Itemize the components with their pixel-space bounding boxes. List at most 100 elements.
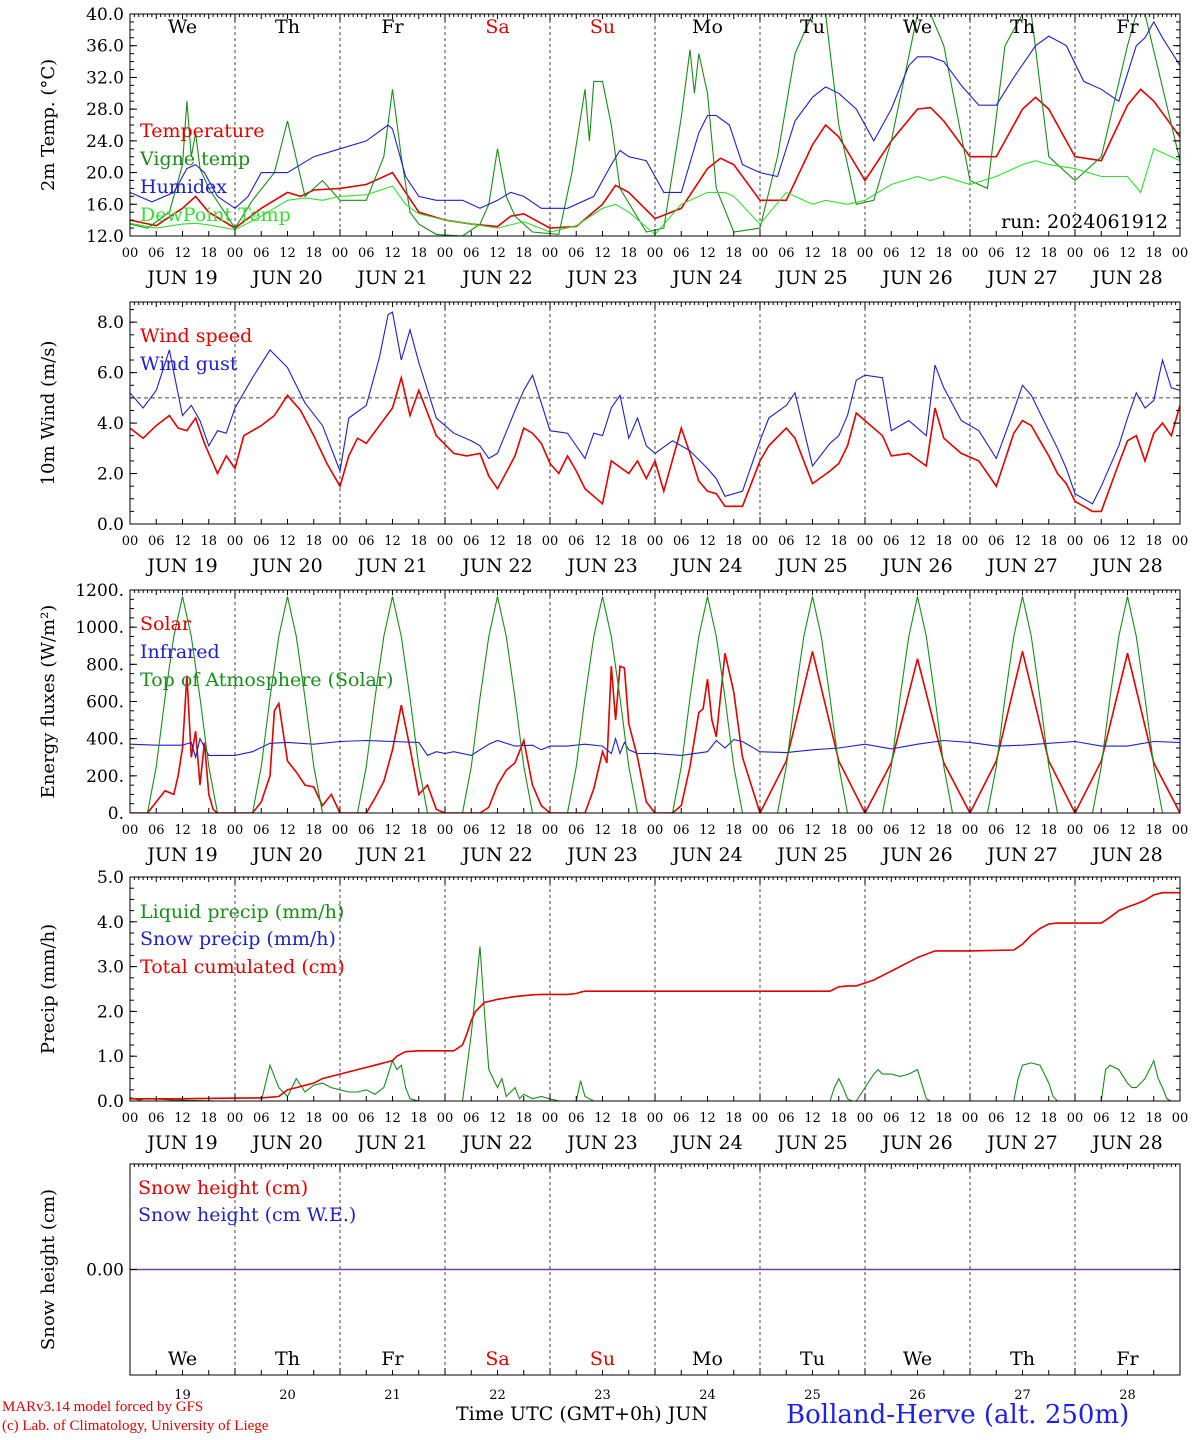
- hour-label: 12: [489, 1111, 506, 1126]
- y-tick-label: 40.0: [86, 5, 124, 25]
- hour-label: 06: [148, 246, 165, 261]
- hour-label: 18: [830, 823, 847, 838]
- y-axis-label: Precip (mm/h): [38, 924, 59, 1054]
- y-tick-label: 32.0: [86, 68, 124, 88]
- hour-label: 18: [305, 246, 322, 261]
- date-label: JUN 24: [670, 555, 742, 577]
- credit-line-2: (c) Lab. of Climatology, University of L…: [2, 1418, 269, 1434]
- hour-label: 06: [463, 534, 480, 549]
- hour-label: 12: [699, 823, 716, 838]
- legend-entry: Snow height (cm): [138, 1177, 308, 1199]
- hour-label: 00: [122, 1111, 139, 1126]
- hour-label: 00: [647, 823, 664, 838]
- y-tick-label: 28.0: [86, 100, 124, 120]
- hour-label: 18: [200, 823, 217, 838]
- hour-label: 18: [620, 1111, 637, 1126]
- hour-label: 12: [1119, 1111, 1136, 1126]
- hour-label: 18: [1040, 823, 1057, 838]
- hour-label: 18: [515, 534, 532, 549]
- weekday-label: Fr: [381, 1348, 404, 1370]
- hour-label: 00: [122, 823, 139, 838]
- hour-label: 18: [830, 534, 847, 549]
- legend-entry: Solar: [140, 613, 192, 635]
- date-label: JUN 21: [355, 844, 427, 866]
- y-tick-label: 16.0: [86, 195, 124, 215]
- date-label: JUN 21: [355, 1132, 427, 1154]
- date-label: JUN 27: [985, 555, 1057, 577]
- hour-label: 18: [410, 246, 427, 261]
- hour-label: 06: [358, 1111, 375, 1126]
- date-label: JUN 26: [880, 555, 952, 577]
- hour-label: 06: [883, 1111, 900, 1126]
- date-label: JUN 20: [250, 1132, 322, 1154]
- hour-label: 12: [174, 1111, 191, 1126]
- hour-label: 12: [384, 246, 401, 261]
- series-line-1-3: [130, 20, 1180, 209]
- hour-label: 12: [699, 534, 716, 549]
- date-label: JUN 26: [880, 1132, 952, 1154]
- date-label: JUN 23: [565, 267, 637, 289]
- date-label: JUN 20: [250, 844, 322, 866]
- credit-line-1: MARv3.14 model forced by GFS: [2, 1399, 204, 1415]
- hour-label: 18: [935, 1111, 952, 1126]
- legend-entry: Vigne temp: [139, 148, 250, 170]
- weekday-label: Sa: [485, 16, 509, 38]
- y-tick-label: 5.0: [97, 868, 124, 888]
- day-number-label: 20: [279, 1388, 296, 1403]
- weekday-label: Th: [275, 1348, 300, 1370]
- day-number-label: 28: [1119, 1388, 1136, 1403]
- legend-entry: Temperature: [140, 120, 264, 142]
- hour-label: 18: [725, 1111, 742, 1126]
- date-label: JUN 23: [565, 1132, 637, 1154]
- hour-label: 12: [1119, 246, 1136, 261]
- hour-label: 00: [227, 1111, 244, 1126]
- x-axis-title: Time UTC (GMT+0h) JUN: [456, 1403, 708, 1425]
- date-label: JUN 22: [460, 844, 532, 866]
- y-tick-label: 4.0: [97, 414, 124, 434]
- weekday-label: Th: [1010, 16, 1035, 38]
- hour-label: 06: [778, 246, 795, 261]
- hour-label: 00: [752, 823, 769, 838]
- hour-label: 18: [1145, 823, 1162, 838]
- hour-label: 00: [332, 1111, 349, 1126]
- y-axis-label: Energy fluxes (W/m²): [38, 605, 59, 799]
- hour-label: 00: [962, 534, 979, 549]
- hour-label: 18: [1145, 246, 1162, 261]
- hour-label: 12: [804, 246, 821, 261]
- hour-label: 06: [463, 823, 480, 838]
- day-number-label: 26: [909, 1388, 926, 1403]
- hour-label: 00: [752, 534, 769, 549]
- hour-label: 18: [1145, 534, 1162, 549]
- weekday-label: Su: [590, 16, 615, 38]
- y-tick-label: 12.0: [86, 227, 124, 247]
- date-label: JUN 21: [355, 555, 427, 577]
- hour-label: 00: [857, 1111, 874, 1126]
- hour-label: 00: [752, 1111, 769, 1126]
- weekday-label: Mo: [692, 1348, 723, 1370]
- hour-label: 12: [804, 823, 821, 838]
- hour-label: 12: [279, 1111, 296, 1126]
- hour-label: 18: [515, 823, 532, 838]
- y-axis-label: Snow height (cm): [38, 1189, 59, 1350]
- y-tick-label: 6.0: [97, 364, 124, 384]
- hour-label: 00: [1172, 823, 1189, 838]
- hour-label: 06: [568, 823, 585, 838]
- y-tick-label: 20.0: [86, 164, 124, 184]
- date-label: JUN 22: [460, 555, 532, 577]
- date-label: JUN 19: [145, 267, 217, 289]
- hour-label: 18: [830, 246, 847, 261]
- hour-label: 18: [200, 246, 217, 261]
- hour-label: 12: [594, 1111, 611, 1126]
- hour-label: 18: [515, 246, 532, 261]
- hour-label: 12: [1014, 534, 1031, 549]
- hour-label: 00: [542, 246, 559, 261]
- y-tick-label: 200.: [86, 767, 124, 787]
- series-line-4-3: [130, 891, 1180, 1100]
- weekday-label: Mo: [692, 16, 723, 38]
- hour-label: 12: [1014, 246, 1031, 261]
- hour-label: 06: [1093, 823, 1110, 838]
- hour-label: 12: [699, 1111, 716, 1126]
- hour-label: 06: [778, 823, 795, 838]
- hour-label: 12: [909, 1111, 926, 1126]
- legend-entry: Top of Atmosphere (Solar): [140, 669, 393, 691]
